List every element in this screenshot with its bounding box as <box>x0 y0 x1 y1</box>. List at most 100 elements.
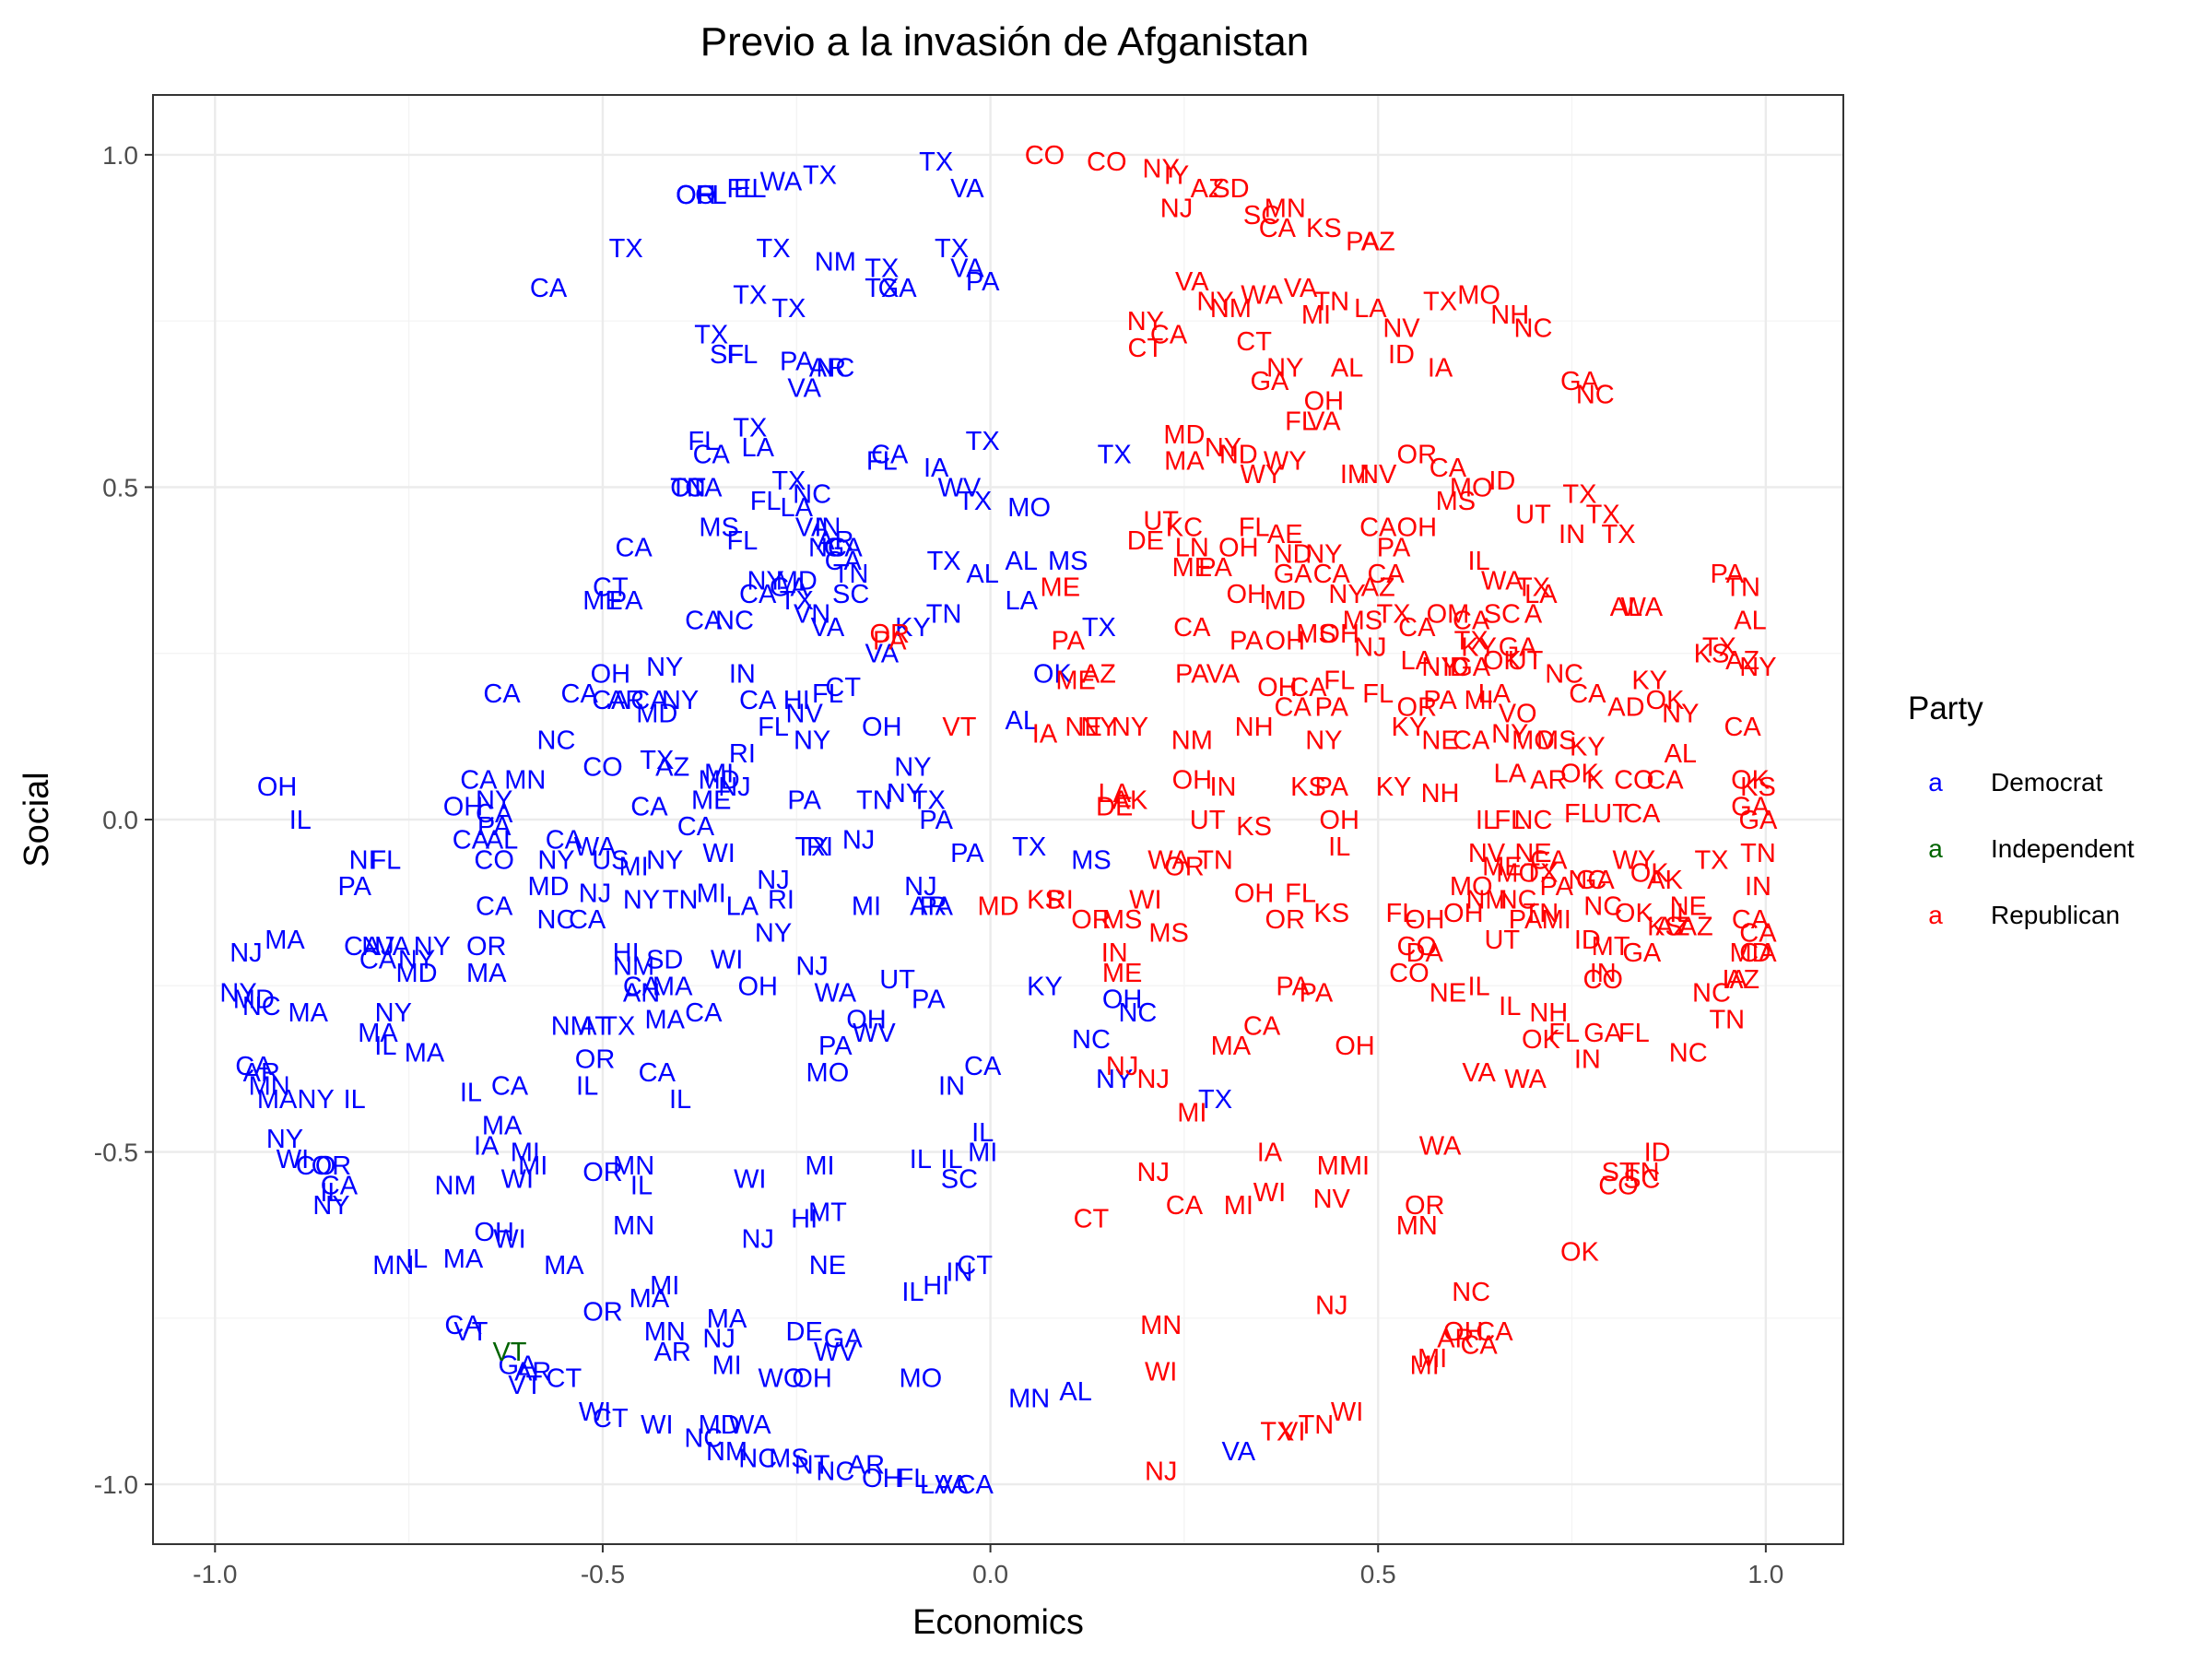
point-label: NJ <box>757 866 789 895</box>
point-label: CA <box>530 274 568 303</box>
point-label: OH <box>792 1364 832 1394</box>
point-label: NE <box>1430 978 1466 1008</box>
point-label: NJ <box>1106 1052 1138 1081</box>
point-label: MI <box>968 1139 997 1168</box>
point-label: NV <box>1382 313 1420 343</box>
point-label: TX <box>780 586 814 616</box>
point-label: OH <box>1443 1317 1484 1347</box>
legend-key-glyph: a <box>1928 834 1943 863</box>
point-label: NY <box>476 785 512 815</box>
point-label: CA <box>1739 919 1777 949</box>
point-label: CA <box>630 686 668 715</box>
point-label: MD <box>395 959 437 988</box>
point-label: LA <box>726 892 759 922</box>
point-label: MN <box>613 1151 654 1181</box>
legend-entry-label: Republican <box>1991 901 2120 929</box>
point-label: MI <box>1317 1151 1347 1181</box>
point-label: UT <box>1143 507 1179 537</box>
point-label: TN <box>1299 1410 1335 1440</box>
point-label: TX <box>1694 845 1728 875</box>
point-label: OR <box>1164 852 1205 881</box>
point-label: PA <box>609 586 643 616</box>
point-label: MN <box>644 1317 686 1347</box>
point-label: MA <box>707 1304 747 1334</box>
point-label: PA <box>337 872 371 902</box>
point-label: AL <box>486 826 518 856</box>
point-label: ST <box>1601 1158 1635 1187</box>
point-label: UT <box>1508 646 1544 676</box>
point-label: TX <box>1260 1417 1294 1446</box>
point-label: PA <box>966 267 1000 297</box>
point-label: IL <box>1476 806 1498 835</box>
y-tick-label: 1.0 <box>102 141 138 170</box>
point-label: UT <box>879 965 915 995</box>
point-label: KY <box>1631 667 1667 696</box>
point-label: TX <box>919 148 953 177</box>
point-label: GA <box>1622 938 1662 968</box>
point-label: MD <box>1265 586 1306 616</box>
point-label: CO <box>296 1151 336 1181</box>
point-label: CA <box>1453 607 1490 636</box>
point-label: KY <box>1461 633 1497 663</box>
point-label: NE <box>1514 839 1551 868</box>
point-label: TX <box>1454 626 1488 655</box>
point-label: AT <box>579 1012 611 1042</box>
point-label: VA <box>1175 267 1209 297</box>
point-label: OH <box>1397 513 1438 543</box>
point-label: CO <box>474 845 514 875</box>
point-label: OR <box>1265 905 1306 935</box>
point-label: ID <box>1574 926 1601 955</box>
point-label: MD <box>776 566 818 596</box>
point-label: NC <box>537 905 576 935</box>
point-label: NJ <box>579 879 611 908</box>
point-label: PA <box>1198 553 1232 583</box>
legend-key-glyph: a <box>1928 768 1943 797</box>
point-label: WY <box>1264 447 1307 477</box>
point-label: NM <box>551 1012 593 1042</box>
point-label: IL <box>406 1245 428 1274</box>
point-label: WV <box>853 1019 896 1048</box>
legend-title: Party <box>1908 690 1983 726</box>
point-label: NY <box>646 653 683 682</box>
point-label: SC <box>1243 201 1280 230</box>
point-label: NC <box>1514 806 1553 835</box>
x-tick-label: 0.0 <box>972 1560 1008 1588</box>
point-label: PA <box>1377 533 1411 562</box>
point-label: CA <box>964 1052 1002 1081</box>
point-label: RI <box>768 886 794 915</box>
point-label: IN <box>946 1257 972 1287</box>
point-label: CA <box>1569 679 1606 709</box>
point-label: WI <box>501 1164 534 1194</box>
point-label: KS <box>1313 899 1349 928</box>
point-label: MA <box>443 1245 484 1274</box>
point-label: CA <box>685 473 723 502</box>
point-label: NY <box>537 845 574 875</box>
point-label: NH <box>1529 998 1568 1028</box>
point-label: CA <box>321 1172 359 1201</box>
point-label: NJ <box>1354 633 1386 663</box>
point-label: OK <box>1646 686 1686 715</box>
point-label: WI <box>1253 1178 1286 1208</box>
point-label: MI <box>1224 1191 1253 1221</box>
legend-entry-label: Democrat <box>1991 768 2103 797</box>
point-label: VA <box>865 640 900 669</box>
point-label: TN <box>663 886 699 915</box>
point-label: CT <box>1074 1205 1110 1234</box>
point-label: CA <box>825 547 863 576</box>
point-label: CA <box>1739 938 1777 968</box>
point-label: NC <box>1514 313 1553 343</box>
point-label: CA <box>1313 560 1351 589</box>
point-label: NY <box>1421 653 1458 682</box>
point-label: CA <box>561 679 599 709</box>
point-label: CA <box>483 679 521 709</box>
point-label: CA <box>1460 1331 1498 1361</box>
point-label: MN <box>372 1251 414 1280</box>
point-label: ME <box>1172 553 1213 583</box>
point-label: TN <box>1313 288 1349 317</box>
point-label: NC <box>1692 978 1731 1008</box>
point-label: MI <box>1340 1151 1370 1181</box>
point-label: PA <box>1230 626 1264 655</box>
point-label: MT <box>1592 932 1630 962</box>
point-label: NY <box>219 978 256 1008</box>
